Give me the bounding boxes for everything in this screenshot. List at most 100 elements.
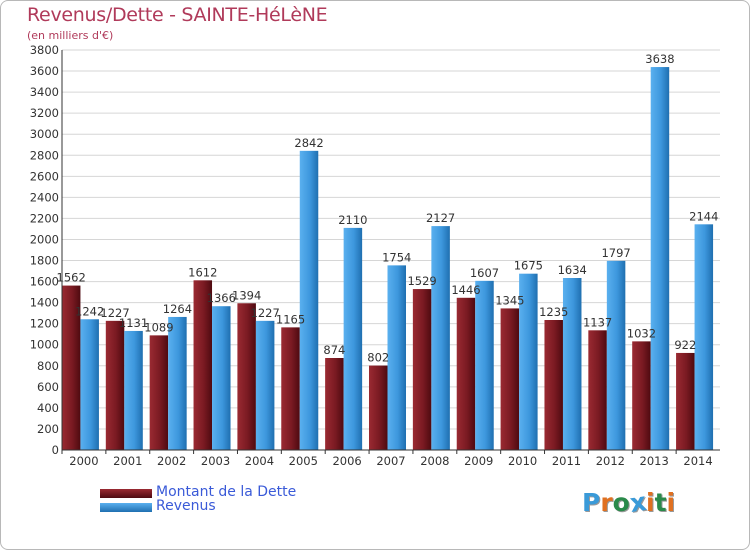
bar-dette-2005 (281, 327, 300, 450)
y-tick-label: 1000 (30, 338, 59, 352)
data-label-dette-2006: 874 (323, 343, 345, 357)
bar-dette-2007 (369, 365, 388, 450)
x-tick-label-2013: 2013 (640, 454, 669, 468)
legend-label-dette: Montant de la Dette (156, 484, 297, 500)
data-label-dette-2005: 1165 (276, 312, 305, 326)
bar-revenus-2013 (650, 67, 670, 450)
logo-letter: P (582, 488, 601, 517)
data-label-dette-2010: 1345 (495, 293, 524, 307)
y-tick-label: 600 (37, 380, 59, 394)
bar-revenus-2007 (387, 265, 406, 450)
x-tick-label-2011: 2011 (552, 454, 581, 468)
x-tick-label-2002: 2002 (157, 454, 186, 468)
logo-letter: r (600, 488, 613, 517)
chart-subtitle: (en milliers d'€) (27, 29, 114, 42)
data-label-dette-2014: 922 (674, 338, 696, 352)
legend-swatch-dette (100, 489, 152, 498)
y-tick-label: 2000 (30, 232, 59, 246)
data-label-revenus-2001: 1131 (119, 316, 148, 330)
bar-revenus-2005 (299, 150, 319, 450)
bar-revenus-2004 (255, 320, 275, 450)
y-tick-label: 1400 (30, 296, 59, 310)
data-label-revenus-2006: 2110 (338, 213, 367, 227)
bar-dette-2013 (632, 341, 651, 450)
bar-revenus-2002 (168, 316, 187, 450)
data-label-revenus-2009: 1607 (470, 266, 499, 280)
x-tick-label-2001: 2001 (113, 454, 142, 468)
y-tick-label: 800 (37, 359, 59, 373)
logo-letter: t (654, 488, 667, 517)
data-label-revenus-2008: 2127 (426, 211, 455, 225)
bar-dette-2001 (105, 320, 125, 450)
bar-revenus-2012 (606, 260, 626, 450)
x-tick-label-2009: 2009 (464, 454, 493, 468)
bar-dette-2000 (61, 285, 81, 450)
data-label-dette-2013: 1032 (627, 326, 656, 340)
bar-dette-2010 (500, 308, 520, 450)
bar-dette-2008 (412, 289, 432, 450)
data-label-dette-2007: 802 (367, 351, 389, 365)
x-tick-label-2006: 2006 (332, 454, 361, 468)
y-tick-label: 2600 (30, 169, 59, 183)
bar-dette-2014 (676, 352, 695, 450)
logo-letter: o (612, 488, 630, 517)
data-label-dette-2003: 1612 (188, 265, 217, 279)
y-tick-label: 2400 (30, 190, 59, 204)
x-tick-label-2008: 2008 (420, 454, 449, 468)
logo-letter: i (646, 488, 655, 517)
x-tick-label-2010: 2010 (508, 454, 537, 468)
y-tick-label: 1200 (30, 317, 59, 331)
data-label-dette-2004: 1394 (232, 288, 261, 302)
x-tick-label-2003: 2003 (201, 454, 230, 468)
bar-revenus-2014 (694, 224, 714, 450)
logo-letter: i (666, 488, 676, 517)
data-label-dette-2011: 1235 (539, 305, 568, 319)
data-label-revenus-2014: 2144 (689, 209, 718, 223)
bar-revenus-2006 (343, 227, 363, 450)
bar-dette-2004 (237, 303, 256, 450)
bar-revenus-2009 (475, 280, 494, 450)
y-tick-label: 3600 (30, 64, 59, 78)
x-tick-label-2000: 2000 (69, 454, 98, 468)
bar-revenus-2000 (80, 319, 99, 450)
y-tick-label: 0 (52, 443, 59, 457)
data-label-dette-2012: 1137 (583, 315, 612, 329)
bar-dette-2011 (544, 320, 563, 450)
logo-letter: x (627, 487, 648, 518)
data-label-dette-2009: 1446 (451, 283, 480, 297)
bar-revenus-2001 (124, 330, 143, 450)
y-tick-label: 1600 (30, 275, 59, 289)
x-tick-label-2007: 2007 (376, 454, 405, 468)
bar-dette-2012 (588, 330, 607, 450)
x-tick-label-2012: 2012 (596, 454, 625, 468)
data-label-dette-2008: 1529 (407, 274, 436, 288)
data-label-revenus-2013: 3638 (645, 52, 674, 66)
y-tick-label: 2800 (30, 148, 59, 162)
data-label-dette-2001: 1227 (100, 306, 129, 320)
y-tick-label: 3000 (30, 127, 59, 141)
y-tick-label: 3400 (30, 85, 59, 99)
data-label-revenus-2010: 1675 (514, 259, 543, 273)
chart-title: Revenus/Dette - SAINTE-HéLèNE (27, 4, 328, 26)
bar-dette-2009 (456, 297, 476, 450)
data-label-revenus-2004: 1227 (251, 306, 280, 320)
bar-dette-2003 (193, 280, 213, 450)
y-tick-label: 2200 (30, 211, 59, 225)
x-tick-label-2014: 2014 (683, 454, 712, 468)
data-label-revenus-2002: 1264 (163, 302, 192, 316)
data-label-revenus-2005: 2842 (294, 136, 323, 150)
data-label-revenus-2007: 1754 (382, 250, 411, 264)
data-label-revenus-2003: 1366 (207, 291, 236, 305)
bar-revenus-2011 (562, 278, 582, 450)
bar-revenus-2003 (212, 306, 231, 450)
data-label-revenus-2011: 1634 (558, 263, 587, 277)
legend-label-revenus: Revenus (156, 498, 216, 514)
data-label-revenus-2012: 1797 (601, 246, 630, 260)
y-tick-label: 1800 (30, 254, 59, 268)
y-tick-label: 3200 (30, 106, 59, 120)
data-label-dette-2002: 1089 (144, 320, 173, 334)
proxiti-logo: Proxiti (582, 487, 676, 518)
y-tick-label: 400 (37, 401, 59, 415)
y-tick-label: 200 (37, 422, 59, 436)
data-label-revenus-2000: 1242 (75, 304, 104, 318)
